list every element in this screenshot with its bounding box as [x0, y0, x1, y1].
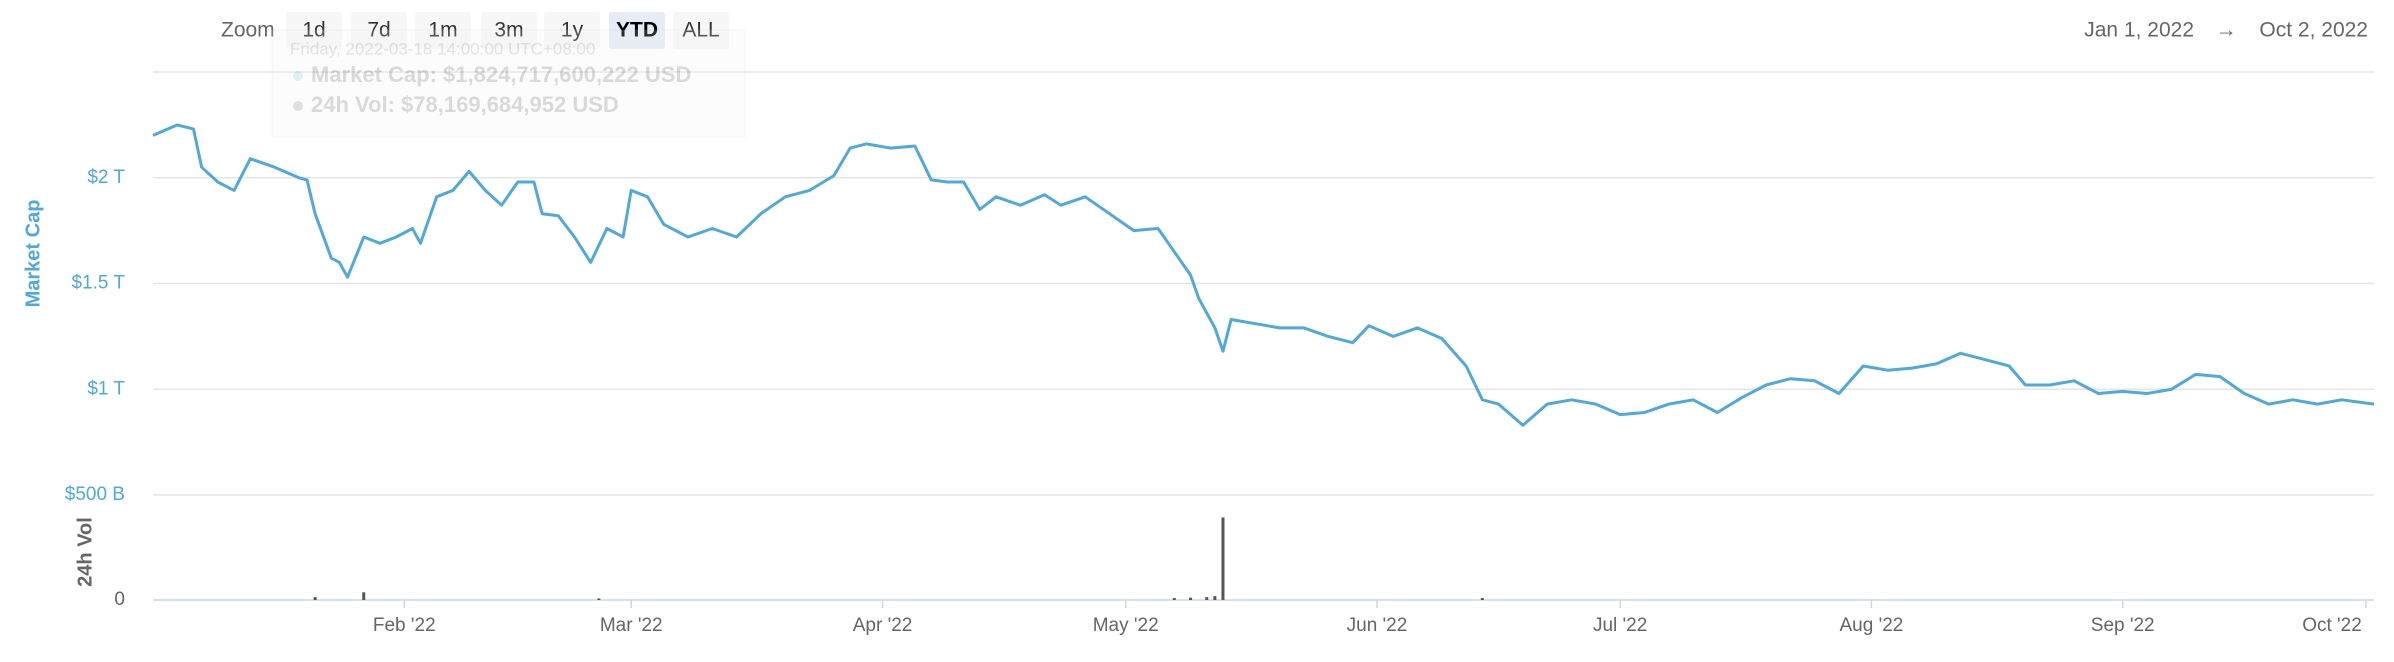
- x-tick-label: Apr '22: [853, 615, 913, 636]
- tooltip-box: [271, 29, 746, 138]
- x-tick-label: Oct '22: [2302, 615, 2362, 636]
- tooltip-dot: [293, 101, 303, 111]
- zoom-button[interactable]: [351, 12, 407, 49]
- x-tick-label: Jul '22: [1593, 615, 1647, 636]
- volume-bar: [1189, 597, 1193, 600]
- x-tick-label: Mar '22: [600, 615, 663, 636]
- zoom-button[interactable]: [481, 12, 537, 49]
- y-tick-label: $2 T: [87, 167, 125, 188]
- volume-bar: [1213, 596, 1217, 600]
- x-tick-label: Aug '22: [1840, 615, 1904, 636]
- zoom-button-label[interactable]: 3m: [494, 19, 523, 42]
- y-axis-label: Market Cap: [22, 200, 44, 308]
- volume-bar: [313, 597, 317, 600]
- volume-bar: [1205, 597, 1209, 600]
- tooltip: Friday, 2022-03-18 14:00:00 UTC+08:00 Ma…: [271, 29, 746, 138]
- volume-bar: [362, 592, 366, 600]
- tooltip-dot: [293, 71, 303, 81]
- zoom-button[interactable]: [673, 12, 729, 49]
- range-from: Jan 1, 2022: [2084, 19, 2194, 42]
- market-cap-line: [152, 123, 2375, 427]
- zoom-button-label[interactable]: 1d: [302, 19, 325, 42]
- zoom-button[interactable]: [609, 12, 665, 49]
- y-tick-label: $1.5 T: [71, 273, 125, 294]
- zoom-button[interactable]: [286, 12, 342, 49]
- zoom-button-label[interactable]: 7d: [367, 19, 390, 42]
- y-tick-label: $500 B: [65, 484, 125, 505]
- range-to: Oct 2, 2022: [2259, 19, 2368, 42]
- y-tick-label: $1 T: [87, 378, 125, 399]
- volume-bar: [1172, 598, 1176, 600]
- tooltip-line: 24h Vol: $78,169,684,952 USD: [311, 92, 619, 117]
- volume-bar: [1221, 517, 1225, 600]
- y-axis-label: 24h Vol: [74, 517, 96, 587]
- zoom-button-label[interactable]: 1m: [428, 19, 457, 42]
- volume-bar: [1480, 598, 1484, 600]
- volume-bar: [597, 598, 601, 600]
- x-tick-label: May '22: [1093, 615, 1159, 636]
- x-tick-label: Jun '22: [1347, 615, 1408, 636]
- zoom-button-label[interactable]: ALL: [682, 19, 719, 42]
- x-tick-label: Feb '22: [373, 615, 436, 636]
- y-tick-label: 0: [114, 589, 125, 610]
- range-arrow: →: [2216, 19, 2237, 42]
- tooltip-line: Market Cap: $1,824,717,600,222 USD: [311, 62, 691, 87]
- zoom-label: Zoom: [221, 19, 275, 42]
- zoom-button-label[interactable]: 1y: [561, 19, 584, 42]
- zoom-button-label[interactable]: YTD: [616, 19, 658, 42]
- zoom-button[interactable]: [544, 12, 600, 49]
- tooltip-date: Friday, 2022-03-18 14:00:00 UTC+08:00: [290, 39, 595, 58]
- x-tick-label: Sep '22: [2091, 615, 2155, 636]
- zoom-button[interactable]: [415, 12, 471, 49]
